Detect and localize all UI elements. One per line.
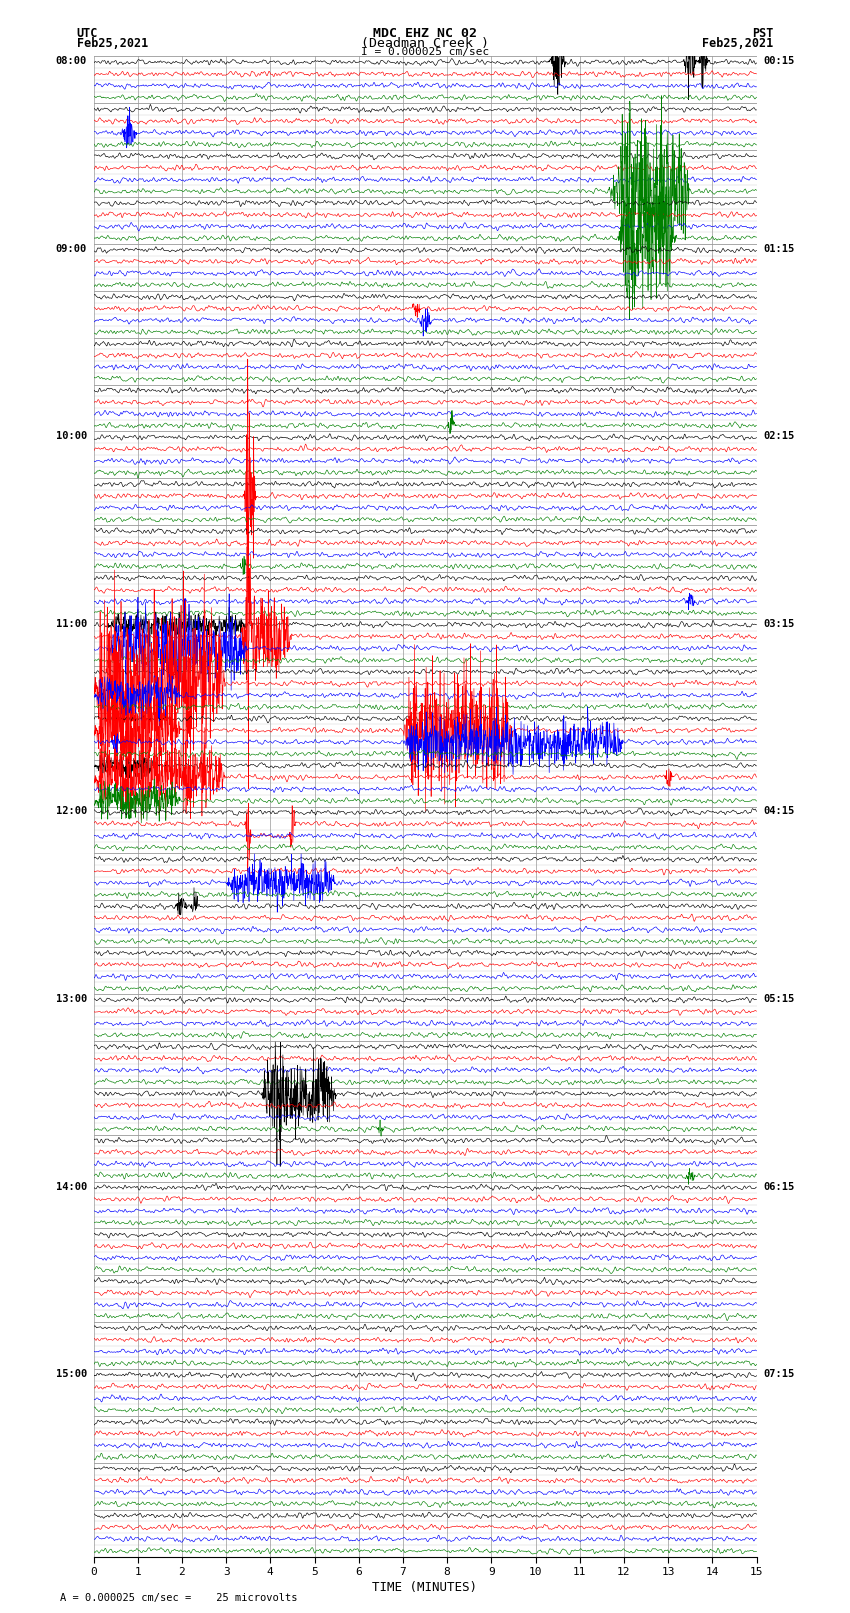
- Text: 11:00: 11:00: [55, 619, 87, 629]
- Text: MDC EHZ NC 02: MDC EHZ NC 02: [373, 27, 477, 40]
- Text: I = 0.000025 cm/sec: I = 0.000025 cm/sec: [361, 47, 489, 56]
- Text: 12:00: 12:00: [55, 806, 87, 816]
- Text: 03:15: 03:15: [763, 619, 795, 629]
- Text: Feb25,2021: Feb25,2021: [702, 37, 774, 50]
- Text: UTC: UTC: [76, 27, 98, 40]
- Text: 15:00: 15:00: [55, 1369, 87, 1379]
- Text: (Deadman Creek ): (Deadman Creek ): [361, 37, 489, 50]
- Text: 08:00: 08:00: [55, 56, 87, 66]
- Text: A = 0.000025 cm/sec =    25 microvolts: A = 0.000025 cm/sec = 25 microvolts: [60, 1594, 297, 1603]
- Text: 07:15: 07:15: [763, 1369, 795, 1379]
- Text: 01:15: 01:15: [763, 244, 795, 253]
- Text: 04:15: 04:15: [763, 806, 795, 816]
- Text: 10:00: 10:00: [55, 431, 87, 442]
- Text: 14:00: 14:00: [55, 1181, 87, 1192]
- Text: 06:15: 06:15: [763, 1181, 795, 1192]
- Text: 00:15: 00:15: [763, 56, 795, 66]
- Text: 02:15: 02:15: [763, 431, 795, 442]
- Text: 13:00: 13:00: [55, 994, 87, 1003]
- X-axis label: TIME (MINUTES): TIME (MINUTES): [372, 1581, 478, 1594]
- Text: Feb25,2021: Feb25,2021: [76, 37, 148, 50]
- Text: PST: PST: [752, 27, 774, 40]
- Text: 05:15: 05:15: [763, 994, 795, 1003]
- Text: 09:00: 09:00: [55, 244, 87, 253]
